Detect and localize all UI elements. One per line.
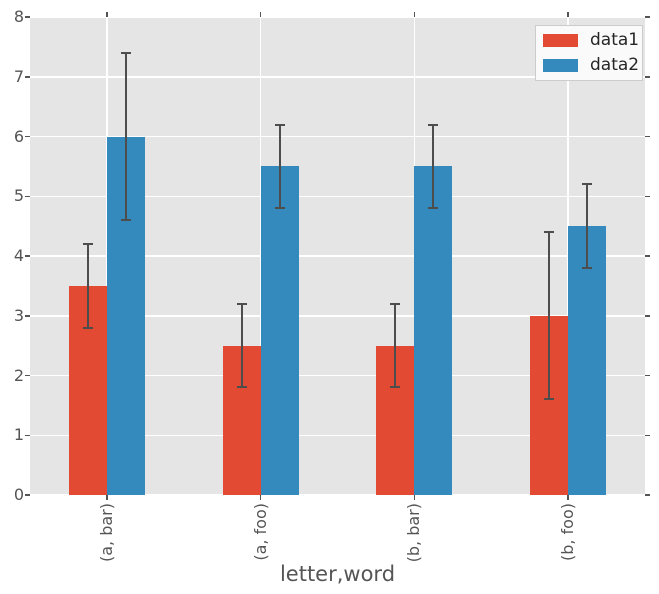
error-bar-cap xyxy=(428,123,439,126)
x-tick-mark-top xyxy=(413,12,416,17)
x-tick-mark-top xyxy=(259,12,262,17)
y-tick-mark-left xyxy=(25,255,30,257)
y-tick-label: 0 xyxy=(13,485,24,504)
legend-item-data1: data1 xyxy=(536,28,642,53)
error-bar-cap xyxy=(120,51,131,54)
y-tick-mark-right xyxy=(645,494,650,496)
error-bar-cap xyxy=(582,266,593,269)
y-tick-label: 8 xyxy=(13,7,24,26)
y-tick-mark-left xyxy=(25,16,30,18)
y-tick-mark-left xyxy=(25,135,30,138)
error-bar-line xyxy=(394,303,397,388)
x-tick-mark-bottom xyxy=(259,495,262,500)
legend-swatch-data1 xyxy=(543,34,578,47)
y-tick-mark-right xyxy=(645,195,650,197)
x-tick-mark-bottom xyxy=(567,495,569,500)
gridline-horizontal xyxy=(30,255,645,257)
legend: data1 data2 xyxy=(535,25,643,81)
error-bar-cap xyxy=(236,302,247,305)
error-bar-line xyxy=(432,124,435,209)
x-tick-label: (a, foo) xyxy=(250,503,270,561)
x-tick-mark-top xyxy=(567,12,569,17)
error-bar-cap xyxy=(390,302,401,305)
y-tick-mark-left xyxy=(25,315,30,317)
y-tick-mark-right xyxy=(645,16,650,18)
y-tick-label: 6 xyxy=(13,126,24,146)
y-tick-label: 1 xyxy=(13,425,24,445)
x-axis-label: letter,word xyxy=(279,562,396,586)
error-bar-cap xyxy=(582,183,593,186)
y-tick-label: 4 xyxy=(13,246,24,265)
legend-label: data2 xyxy=(590,55,640,75)
y-tick-mark-right xyxy=(645,255,650,257)
x-tick-mark-bottom xyxy=(413,495,416,500)
x-tick-mark-bottom xyxy=(106,495,108,500)
y-tick-mark-left xyxy=(25,76,30,78)
bar-data2 xyxy=(568,226,607,495)
gridline-horizontal xyxy=(30,315,645,317)
x-tick-label: (a, bar) xyxy=(96,503,116,562)
y-tick-mark-right xyxy=(645,76,650,78)
y-tick-label: 5 xyxy=(13,186,24,206)
x-tick-mark-top xyxy=(106,12,108,17)
error-bar-cap xyxy=(428,207,439,210)
bar-data2 xyxy=(414,166,453,495)
error-bar-line xyxy=(86,244,89,328)
error-bar-line xyxy=(278,124,281,209)
y-tick-mark-right xyxy=(645,374,650,377)
y-tick-mark-left xyxy=(25,195,30,197)
error-bar-cap xyxy=(236,386,247,389)
legend-swatch-data2 xyxy=(543,59,578,72)
error-bar-line xyxy=(124,52,127,221)
legend-item-data2: data2 xyxy=(536,53,642,78)
bar-data2 xyxy=(260,166,299,495)
gridline-horizontal xyxy=(30,135,645,138)
error-bar-line xyxy=(240,303,243,388)
y-tick-mark-right xyxy=(645,434,650,436)
error-bar-cap xyxy=(544,398,555,401)
error-bar-cap xyxy=(274,207,285,210)
error-bar-cap xyxy=(120,219,131,222)
error-bar-line xyxy=(548,232,551,400)
y-tick-label: 7 xyxy=(13,66,24,86)
error-bar-cap xyxy=(544,231,555,234)
y-tick-label: 2 xyxy=(13,365,24,385)
gridline-horizontal xyxy=(30,374,645,377)
gridline-horizontal xyxy=(30,76,645,78)
error-bar-cap xyxy=(82,326,93,329)
y-tick-mark-right xyxy=(645,315,650,317)
y-tick-mark-left xyxy=(25,494,30,496)
y-tick-mark-right xyxy=(645,135,650,138)
y-tick-mark-left xyxy=(25,374,30,377)
error-bar-line xyxy=(586,184,589,268)
legend-label: data1 xyxy=(590,30,640,50)
gridline-horizontal xyxy=(30,494,645,496)
x-tick-label: (b, foo) xyxy=(558,503,578,562)
error-bar-cap xyxy=(82,243,93,246)
error-bar-cap xyxy=(390,386,401,389)
gridline-horizontal xyxy=(30,16,645,18)
error-bar-cap xyxy=(274,123,285,126)
gridline-horizontal xyxy=(30,434,645,436)
y-tick-mark-left xyxy=(25,434,30,436)
y-tick-label: 3 xyxy=(13,305,24,325)
gridline-horizontal xyxy=(30,195,645,197)
x-tick-label: (b, bar) xyxy=(404,503,424,563)
